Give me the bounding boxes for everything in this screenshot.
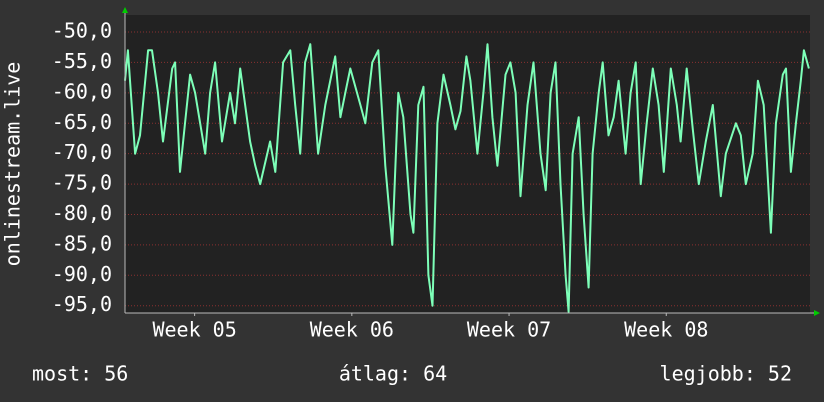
x-arrow [814, 310, 820, 316]
y-tick-label: -75,0 [52, 171, 112, 195]
y-tick-label: -95,0 [52, 292, 112, 316]
x-tick-label: Week 05 [152, 318, 236, 342]
stat-current: most: 56 [32, 362, 128, 386]
y-tick-label: -85,0 [52, 231, 112, 255]
stat-average: átlag: 64 [339, 362, 447, 386]
y-tick-label: -90,0 [52, 262, 112, 286]
y-tick-label: -70,0 [52, 140, 112, 164]
x-tick-label: Week 06 [310, 318, 394, 342]
y-tick-label: -80,0 [52, 201, 112, 225]
y-tick-label: -50,0 [52, 19, 112, 43]
y-arrow [122, 7, 128, 13]
y-tick-label: -60,0 [52, 79, 112, 103]
y-tick-label: -65,0 [52, 110, 112, 134]
y-axis-label: onlinestream.live [1, 62, 25, 267]
stat-best: legjobb: 52 [660, 362, 792, 386]
x-tick-label: Week 07 [467, 318, 551, 342]
x-tick-label: Week 08 [624, 318, 708, 342]
y-tick-label: -55,0 [52, 49, 112, 73]
series-line [124, 43, 810, 313]
